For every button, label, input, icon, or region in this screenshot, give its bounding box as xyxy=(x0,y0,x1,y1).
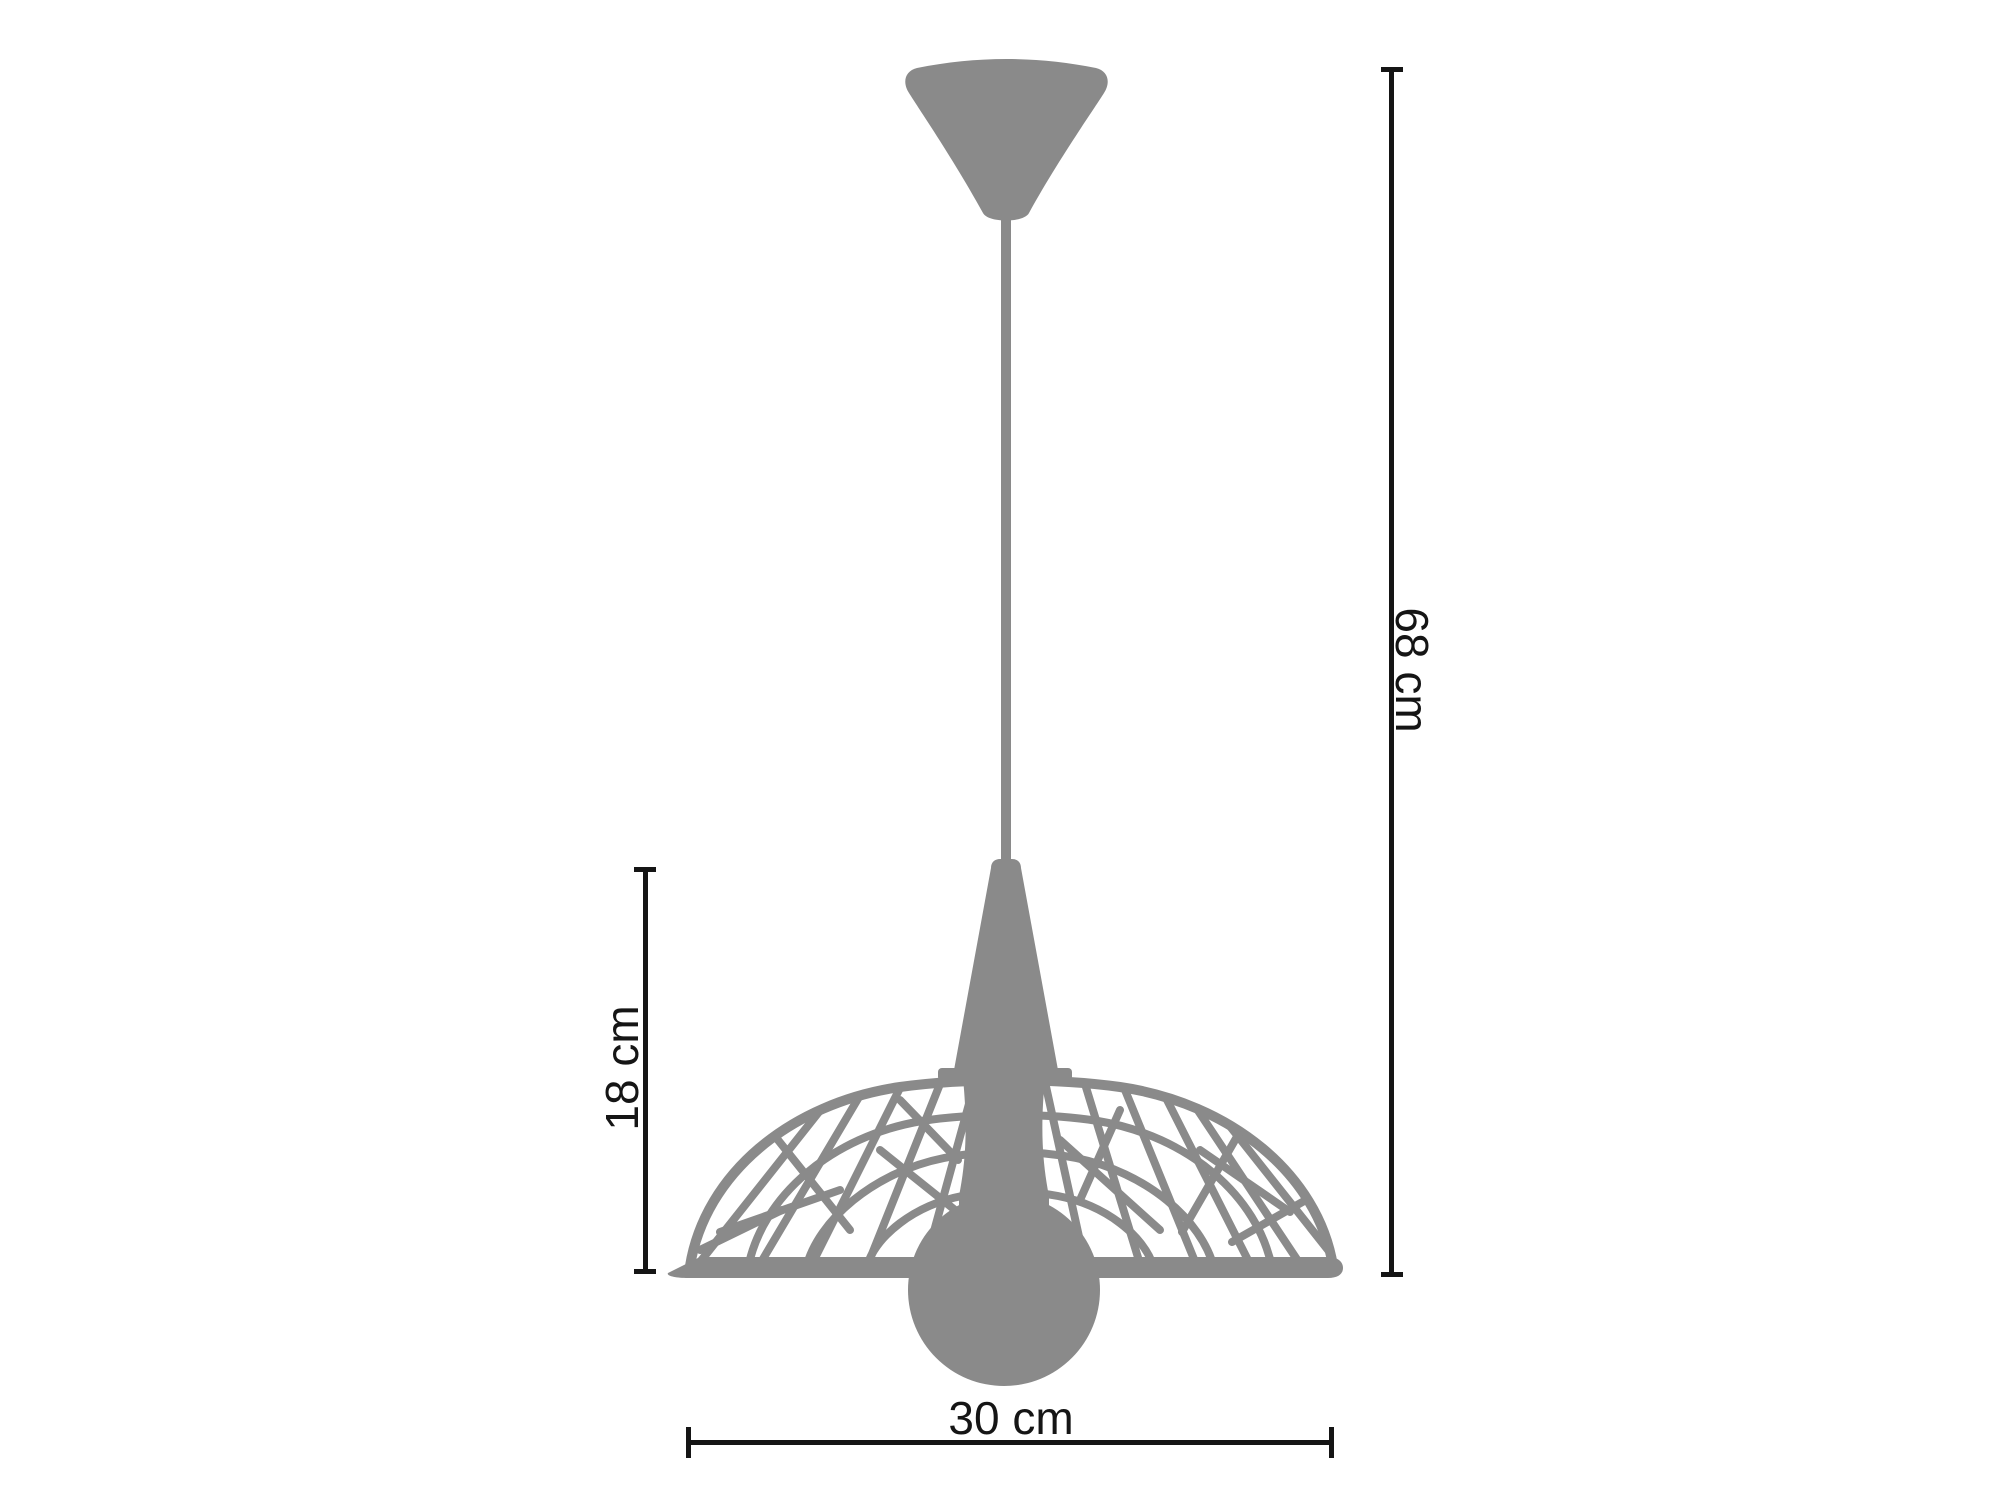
light-bulb xyxy=(908,1194,1100,1386)
ceiling-canopy-shape xyxy=(905,59,1108,221)
total-height-label: 68 cm xyxy=(1386,607,1438,733)
shade-width-label: 30 cm xyxy=(948,1392,1074,1444)
mesh-shade xyxy=(685,1075,1338,1271)
socket-cone-shape xyxy=(954,859,1058,1070)
mesh-shade-outline xyxy=(685,1075,1338,1271)
shade-height-dimension-line xyxy=(634,867,656,1274)
shade-width-dimension-line xyxy=(686,1427,1334,1458)
shade-height-label: 18 cm xyxy=(596,1005,648,1131)
suspension-cord xyxy=(1001,212,1011,867)
mesh-web-pattern xyxy=(696,1079,1332,1270)
total-height-dimension-line xyxy=(1381,67,1403,1277)
